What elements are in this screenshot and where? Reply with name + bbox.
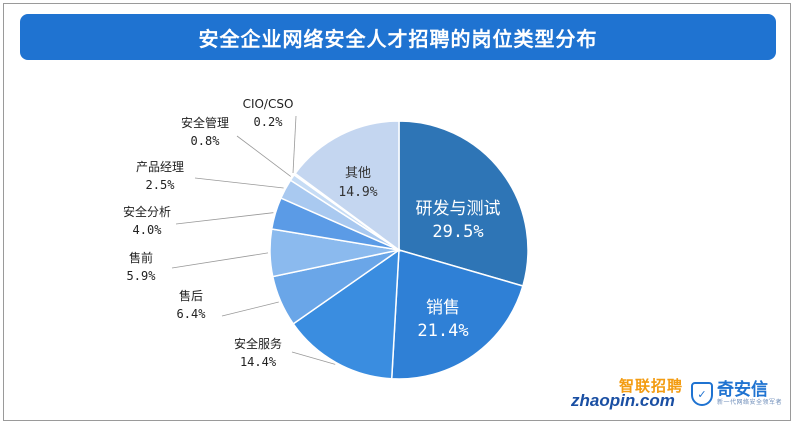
pie-slice-2 (292, 248, 400, 380)
slice-label-value-3: 6.4% (177, 307, 207, 321)
slice-label-name-9: 其他 (345, 166, 371, 181)
chart-title-banner: 安全企业网络安全人才招聘的岗位类型分布 (20, 14, 776, 60)
slice-labels: 研发与测试 29.5% 销售 21.4% 安全服务 14.4% 售后 6.4% 售前 5.9% 安全… (123, 97, 501, 369)
slice-label-name-2: 安全服务 (234, 336, 282, 351)
slice-label-name-4: 售前 (129, 250, 153, 265)
slice-label-name-5: 安全分析 (123, 204, 171, 219)
pie-slice-9 (294, 120, 400, 252)
pie-slice-1 (390, 249, 524, 380)
qianxin-logo: ✓ 奇安信 新一代网络安全领军者 (690, 380, 782, 407)
leader-lines (171, 115, 336, 365)
leader-line-7 (236, 135, 291, 177)
pie-slice-0 (398, 120, 529, 287)
zhaopin-logo-en: zhaopin.com (570, 391, 675, 410)
chart-frame (3, 3, 791, 421)
slice-label-value-1: 21.4% (417, 321, 468, 341)
slice-label-name-7: 安全管理 (181, 115, 229, 130)
slice-label-value-2: 14.4% (240, 355, 277, 369)
leader-line-8 (292, 115, 297, 174)
pie-slices (269, 120, 529, 380)
chart-title: 安全企业网络安全人才招聘的岗位类型分布 (198, 26, 598, 51)
qianxin-logo-name: 奇安信 (716, 380, 768, 400)
leader-line-6 (194, 177, 284, 189)
slice-label-name-1: 销售 (426, 298, 460, 318)
leader-line-3 (221, 301, 279, 317)
qianxin-logo-subtitle: 新一代网络安全领军者 (716, 399, 782, 406)
slice-label-name-3: 售后 (179, 288, 203, 303)
slice-label-value-4: 5.9% (127, 269, 157, 283)
slice-label-name-8: CIO/CSO (243, 97, 294, 111)
slice-label-value-8: 0.2% (254, 115, 284, 129)
slice-label-name-0: 研发与测试 (416, 199, 501, 219)
slice-label-value-5: 4.0% (133, 223, 163, 237)
slice-label-value-6: 2.5% (146, 178, 176, 192)
zhaopin-logo: 智联招聘 zhaopin.com (571, 377, 683, 411)
slice-label-value-9: 14.9% (338, 185, 377, 200)
slice-label-name-6: 产品经理 (136, 160, 184, 174)
leader-line-2 (291, 351, 336, 365)
slice-label-value-7: 0.8% (191, 134, 221, 148)
shield-icon: ✓ (690, 382, 713, 406)
leader-line-4 (171, 252, 269, 269)
zhaopin-logo-cn: 智联招聘 (618, 377, 683, 395)
slice-label-value-0: 29.5% (432, 222, 483, 242)
leader-line-5 (175, 212, 274, 225)
logo-area: 智联招聘 zhaopin.com ✓ 奇安信 新一代网络安全领军者 (571, 377, 782, 411)
